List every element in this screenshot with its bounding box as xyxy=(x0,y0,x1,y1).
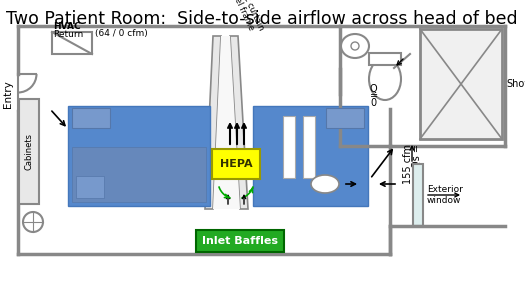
Bar xyxy=(413,164,423,226)
Circle shape xyxy=(23,212,43,232)
Bar xyxy=(212,149,260,179)
Bar xyxy=(76,176,104,198)
Bar xyxy=(19,99,39,204)
Bar xyxy=(420,29,502,139)
Bar xyxy=(369,53,401,65)
Text: Entry: Entry xyxy=(3,80,13,108)
Polygon shape xyxy=(205,36,221,209)
Bar xyxy=(196,230,284,252)
Ellipse shape xyxy=(369,58,401,100)
Text: Tunnel frame: Tunnel frame xyxy=(224,0,256,32)
Text: Cabinets: Cabinets xyxy=(25,133,34,170)
Text: Shower: Shower xyxy=(506,79,525,89)
Bar xyxy=(326,108,364,128)
Bar xyxy=(283,116,295,178)
Text: (64 / 0 cfm): (64 / 0 cfm) xyxy=(95,29,148,38)
Ellipse shape xyxy=(341,34,369,58)
Text: Qs =: Qs = xyxy=(412,144,422,168)
Text: 155 cfm: 155 cfm xyxy=(403,144,413,184)
Text: Plastic curtain: Plastic curtain xyxy=(232,0,265,32)
Ellipse shape xyxy=(311,175,339,193)
Text: HEPA: HEPA xyxy=(219,159,253,169)
Text: =: = xyxy=(370,91,378,101)
Bar xyxy=(303,116,315,178)
Text: Exterior
window: Exterior window xyxy=(427,185,463,205)
Bar xyxy=(72,108,110,128)
Text: HVAC: HVAC xyxy=(53,22,81,31)
Polygon shape xyxy=(213,36,240,209)
Bar xyxy=(72,147,206,202)
Text: Q: Q xyxy=(370,84,377,94)
Text: 0: 0 xyxy=(370,98,376,108)
Polygon shape xyxy=(230,36,248,209)
Bar xyxy=(68,106,210,206)
Bar xyxy=(52,32,92,54)
Bar xyxy=(253,106,368,206)
Text: Return: Return xyxy=(53,30,83,39)
Text: Two Patient Room:  Side-to-side airflow across head of bed: Two Patient Room: Side-to-side airflow a… xyxy=(6,10,518,28)
Text: Inlet Baffles: Inlet Baffles xyxy=(202,236,278,246)
